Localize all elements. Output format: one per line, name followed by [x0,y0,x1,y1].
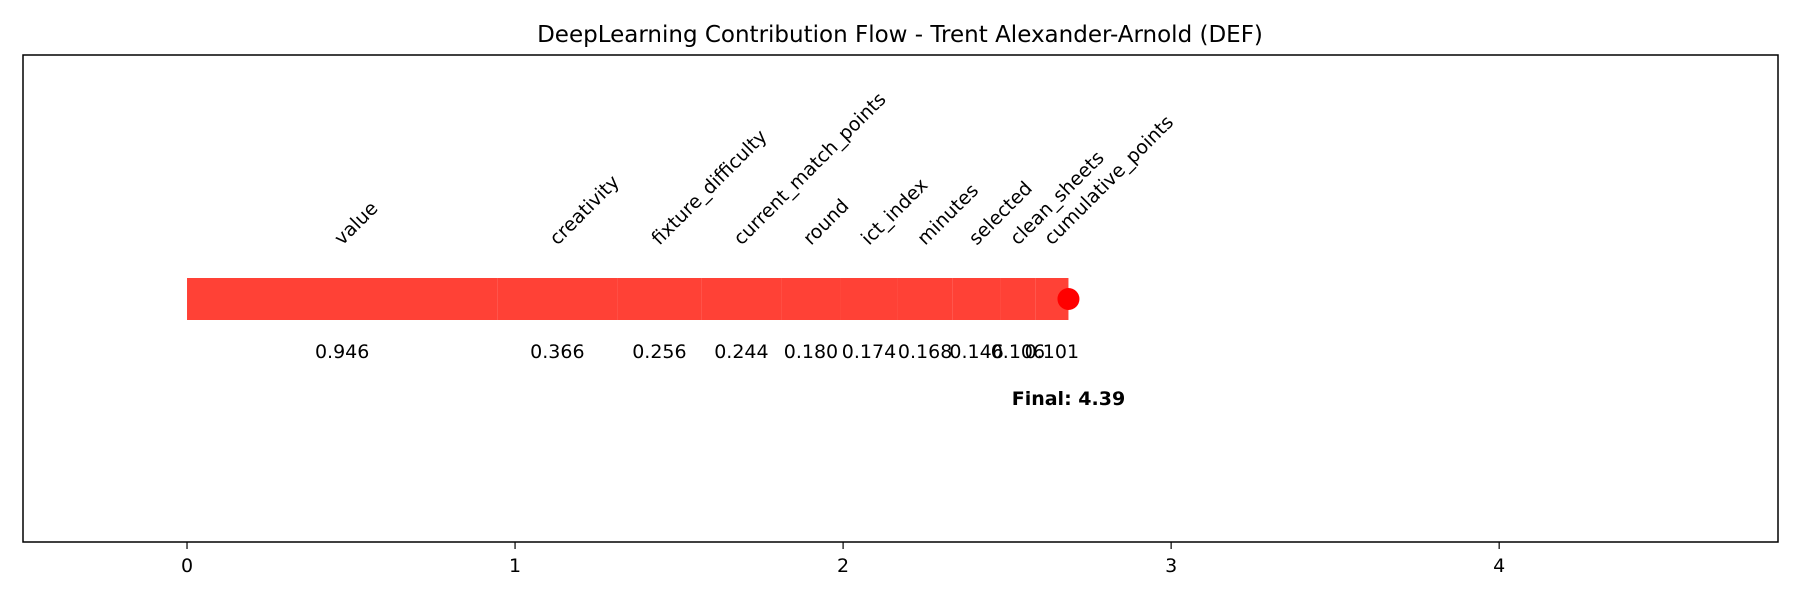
contribution-bar-round [781,278,841,320]
value-label-creativity: 0.366 [530,341,584,363]
x-tick-label: 0 [181,555,193,577]
x-tick-label: 2 [837,555,849,577]
bars-layer [187,278,1080,320]
chart-title: DeepLearning Contribution Flow - Trent A… [537,22,1263,48]
contribution-bar-selected [952,278,1001,320]
value-label-fixture-difficulty: 0.256 [632,341,686,363]
contribution-bar-minutes [897,278,953,320]
value-label-ict-index: 0.174 [842,341,896,363]
value-label-value: 0.946 [315,341,369,363]
labels-layer: value0.946creativity0.366fixture_difficu… [315,88,1178,410]
x-tick-label: 4 [1493,555,1505,577]
x-tick-label: 1 [509,555,521,577]
contribution-bar-value [187,278,498,320]
contribution-bar-clean-sheets [1000,278,1036,320]
value-label-selected: 0.146 [949,341,1003,363]
value-label-current-match-points: 0.244 [714,341,768,363]
feature-label-value: value [330,197,382,249]
value-label-minutes: 0.168 [898,341,952,363]
x-axis: 0 1 2 3 4 [181,542,1505,577]
feature-label-round: round [799,195,854,250]
contribution-bar-ict-index [840,278,898,320]
feature-label-creativity: creativity [545,171,624,250]
final-value-label: Final: 4.39 [1012,388,1125,410]
contribution-bar-current-match-points [701,278,782,320]
plot-area [22,54,1779,543]
value-label-clean-sheets: 0.106 [991,341,1045,363]
flow-endpoint-marker [1057,288,1080,310]
contribution-bar-creativity [497,278,618,320]
x-tick-label: 3 [1165,555,1177,577]
value-label-cumulative-points: 0.101 [1025,341,1079,363]
value-label-round: 0.180 [784,341,838,363]
contribution-bar-fixture-difficulty [617,278,702,320]
